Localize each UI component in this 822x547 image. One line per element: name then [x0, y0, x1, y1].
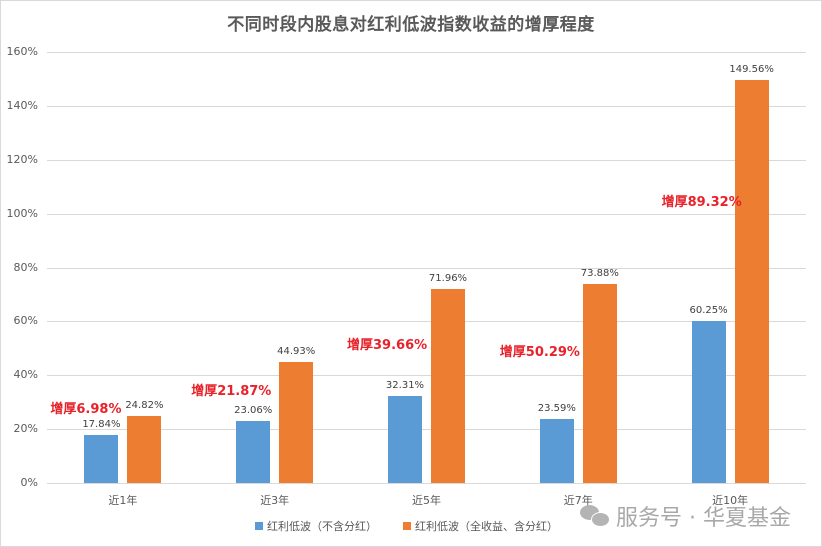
gridline	[47, 159, 806, 161]
y-tick-label: 120%	[6, 152, 38, 166]
legend-item: 红利低波（全收益、含分红）	[403, 518, 558, 534]
bar-total-return	[127, 416, 162, 483]
x-tick-label: 近10年	[712, 494, 749, 507]
plot-area: 0% 20% 40% 60% 80% 100% 120% 140% 160% 17.84% 24.8…	[7, 45, 806, 489]
bar-excl-dividend	[84, 434, 119, 483]
data-label: 149.56%	[729, 64, 774, 76]
bar-total-return	[734, 80, 769, 483]
gain-annotation: 增厚21.87%	[191, 383, 272, 399]
bar-excl-dividend	[236, 420, 271, 483]
bar-total-return	[279, 361, 314, 483]
data-label: 17.84%	[82, 418, 121, 430]
x-tick-label: 近7年	[563, 494, 593, 507]
data-label: 23.06%	[234, 404, 273, 416]
x-tick-label: 近5年	[412, 494, 441, 507]
gridline	[47, 429, 806, 431]
watermark: 服务号 · 华夏基金	[580, 500, 791, 532]
y-tick-label: 40%	[13, 368, 38, 382]
gridline	[47, 375, 806, 377]
bar-excl-dividend	[539, 419, 574, 483]
y-tick-label: 80%	[13, 260, 38, 274]
gridline	[47, 267, 806, 269]
y-tick-label: 160%	[6, 45, 38, 58]
legend-item: 红利低波（不含分红）	[255, 518, 377, 534]
y-tick-label: 0%	[20, 476, 38, 489]
legend: 红利低波（不含分红） 红利低波（全收益、含分红）	[255, 518, 558, 534]
legend-label: 红利低波（全收益、含分红）	[415, 520, 558, 533]
data-label: 71.96%	[428, 273, 468, 285]
gain-annotation: 增厚39.66%	[347, 338, 428, 354]
bar-total-return	[582, 284, 617, 483]
data-label: 32.31%	[385, 379, 425, 391]
bar-excl-dividend	[691, 320, 726, 483]
gridline	[47, 52, 806, 53]
data-label: 73.88%	[580, 267, 619, 279]
y-tick-label: 20%	[13, 422, 38, 436]
gridline	[47, 483, 806, 484]
data-label: 60.25%	[689, 304, 728, 316]
legend-swatch	[403, 522, 411, 530]
bar-total-return	[431, 289, 465, 483]
gain-annotation: 增厚89.32%	[661, 195, 742, 211]
y-tick-label: 100%	[6, 206, 38, 220]
legend-label: 红利低波（不含分红）	[267, 520, 377, 533]
watermark-text: 服务号 · 华夏基金	[616, 506, 791, 531]
bar-excl-dividend	[388, 395, 422, 483]
gridline	[47, 105, 806, 107]
wechat-icon	[580, 504, 610, 528]
chart-title: 不同时段内股息对红利低波指数收益的增厚程度	[227, 15, 595, 35]
gain-annotation: 增厚50.29%	[499, 344, 580, 360]
gridline	[47, 213, 806, 215]
legend-swatch	[255, 522, 263, 530]
gridline	[47, 321, 806, 323]
data-label: 23.59%	[537, 403, 576, 415]
data-label: 44.93%	[277, 345, 316, 357]
y-tick-label: 60%	[13, 314, 38, 328]
gain-annotation: 增厚6.98%	[50, 401, 122, 417]
x-tick-label: 近3年	[260, 494, 290, 507]
data-label: 24.82%	[125, 400, 164, 412]
x-tick-label: 近1年	[108, 494, 138, 507]
y-tick-label: 140%	[6, 98, 38, 112]
